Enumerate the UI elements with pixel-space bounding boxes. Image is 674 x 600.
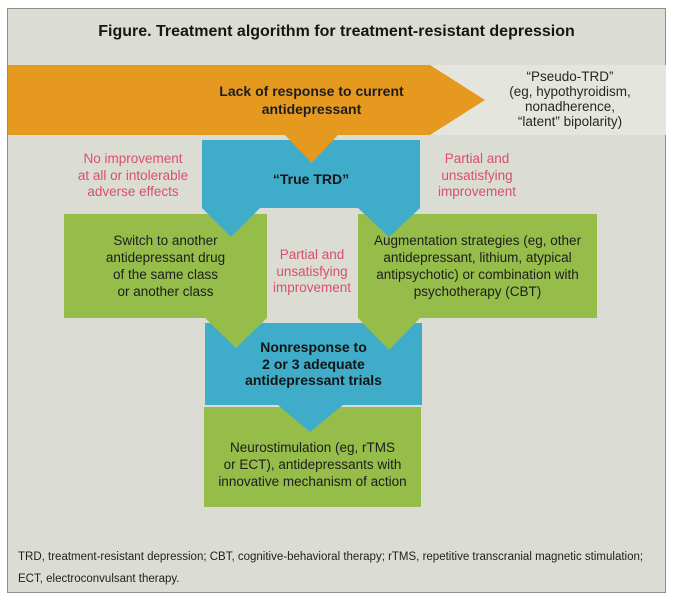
abbreviations-footnote: TRD, treatment-resistant depression; CBT… — [18, 551, 644, 585]
figure-title: Figure. Treatment algorithm for treatmen… — [98, 23, 575, 40]
lack-of-response-label: Lack of response to current antidepressa… — [219, 83, 404, 117]
true-trd-label: “True TRD” — [272, 171, 350, 187]
switch-antidepressant-box: Switch to another antidepressant drug of… — [64, 214, 267, 318]
no-improvement-label: No improvement at all or intolerable adv… — [77, 151, 189, 199]
partial-improvement-middle-label: Partial and unsatisfying improvement — [272, 247, 352, 295]
partial-improvement-right-label: Partial and unsatisfying improvement — [437, 151, 517, 199]
augmentation-strategies-box: Augmentation strategies (eg, other antid… — [358, 214, 597, 318]
lack-of-response-arrow: Lack of response to current antidepressa… — [8, 65, 485, 135]
nonresponse-label: Nonresponse to 2 or 3 adequate antidepre… — [245, 339, 382, 389]
pseudo-trd-label: “Pseudo-TRD” (eg, hypothyroidism, nonadh… — [509, 69, 631, 129]
